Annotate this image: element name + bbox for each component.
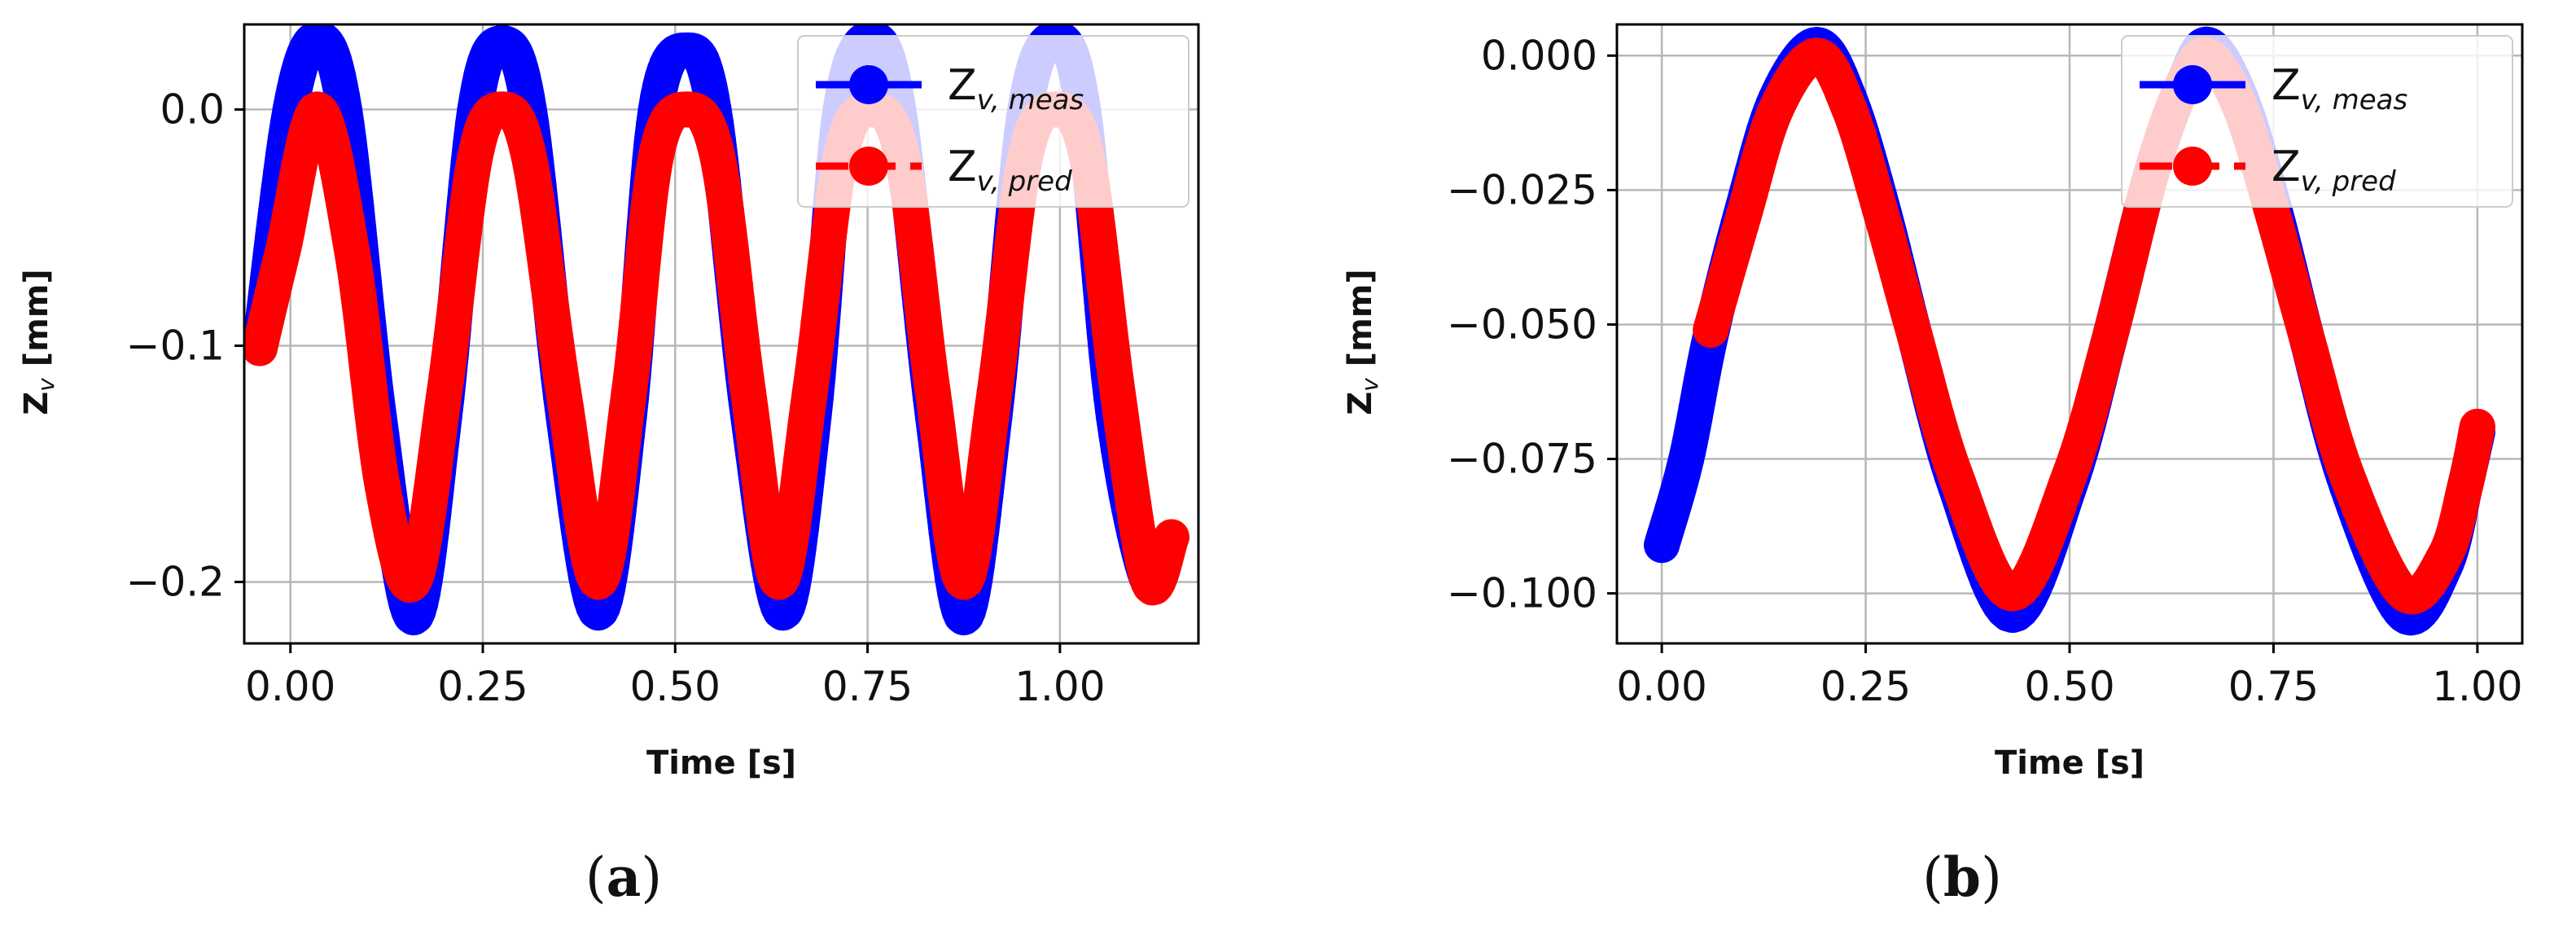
panel-letter-a: a: [607, 845, 642, 909]
y-tick-label-b-1: −0.025: [1447, 166, 1597, 213]
x-tick-label-b-4: 1.00: [2432, 663, 2522, 710]
legend-label-a-0: Zv, meas: [948, 61, 1084, 116]
x-axis-label-b: Time [s]: [1995, 744, 2144, 782]
y-tick-label-b-0: 0.000: [1481, 32, 1597, 79]
legend-label-main-b-0: Z: [2272, 61, 2301, 110]
y-tick-label-a-2: −0.2: [126, 559, 225, 606]
legend-marker-b-1: [2173, 147, 2212, 186]
y-axis-label-main-a: Z: [18, 392, 55, 415]
legend-marker-b-0: [2173, 65, 2212, 104]
y-axis-label-main-b: Z: [1342, 392, 1379, 415]
legend-label-sub-a-0: v, meas: [977, 84, 1084, 116]
x-axis-label-a: Time [s]: [646, 744, 796, 782]
legend-label-a-1: Zv, pred: [948, 143, 1072, 198]
x-tick-label-b-2: 0.50: [2024, 663, 2114, 710]
panel-caption-a: (a): [585, 845, 662, 909]
x-tick-label-b-3: 0.75: [2228, 663, 2319, 710]
legend-marker-a-1: [849, 147, 888, 186]
x-tick-label-a-1: 0.25: [437, 663, 528, 710]
y-axis-label-unit-b: [mm]: [1342, 269, 1379, 378]
y-tick-label-a-0: 0.0: [160, 86, 225, 133]
x-tick-label-a-2: 0.50: [630, 663, 721, 710]
panel-letter-b: b: [1943, 845, 1981, 909]
legend-label-b-1: Zv, pred: [2272, 143, 2396, 198]
x-tick-label-a-0: 0.00: [245, 663, 335, 710]
series-b-1-line: [1693, 37, 2495, 615]
ticks-b: 0.00 0.25 0.50 0.75 1.00 0.000 −0.025 −0.050 −0.…: [1447, 32, 2523, 710]
axes-frame-a: [243, 23, 1200, 645]
x-tick-label-b-0: 0.00: [1616, 663, 1706, 710]
y-axis-label-sub-a: v: [33, 378, 59, 392]
y-tick-label-b-4: −0.100: [1447, 570, 1597, 617]
y-axis-label-unit-a: [mm]: [18, 269, 55, 378]
legend-marker-a-0: [849, 65, 888, 104]
panel-a: 0.00 0.25 0.50 0.75 1.00 0.0 −0.1 −0.2 Zv, meas…: [18, 23, 1200, 909]
y-axis-label-sub-b: v: [1356, 378, 1383, 392]
x-tick-label-b-1: 0.25: [1820, 663, 1911, 710]
ticks-a: 0.00 0.25 0.50 0.75 1.00 0.0 −0.1 −0.2: [126, 86, 1106, 710]
y-axis-label-b: Zv [mm]: [1342, 269, 1383, 415]
legend-label-sub-b-1: v, pred: [2301, 165, 2396, 198]
x-tick-label-a-3: 0.75: [822, 663, 913, 710]
legend-label-b-0: Zv, meas: [2272, 61, 2407, 116]
y-axis-label-a: Zv [mm]: [18, 269, 59, 415]
panel-b: 0.00 0.25 0.50 0.75 1.00 0.000 −0.025 −0.050 −0.…: [1342, 23, 2524, 909]
x-tick-label-a-4: 1.00: [1014, 663, 1105, 710]
y-tick-label-b-2: −0.050: [1447, 301, 1597, 348]
legend-label-main-b-1: Z: [2272, 143, 2301, 191]
legend-label-sub-a-1: v, pred: [977, 165, 1072, 198]
y-tick-label-a-1: −0.1: [126, 323, 225, 370]
y-tick-label-b-3: −0.075: [1447, 436, 1597, 483]
panel-caption-b: (b): [1922, 845, 2002, 909]
legend-label-main-a-0: Z: [948, 61, 977, 110]
legend-label-sub-b-0: v, meas: [2301, 84, 2408, 116]
legend-label-main-a-1: Z: [948, 143, 977, 191]
